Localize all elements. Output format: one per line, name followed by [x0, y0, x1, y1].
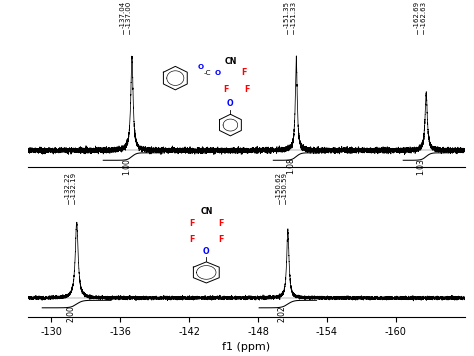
Text: -151.35: -151.35	[284, 1, 290, 28]
Text: 1.00: 1.00	[122, 158, 131, 174]
Text: -137.04: -137.04	[120, 1, 126, 28]
Text: F: F	[189, 235, 195, 244]
Text: -132.22: -132.22	[64, 172, 71, 199]
Text: F: F	[241, 68, 247, 77]
Text: -151.33: -151.33	[291, 1, 296, 28]
Text: -162.69: -162.69	[414, 1, 420, 28]
Text: O: O	[198, 64, 204, 70]
Text: 1.03: 1.03	[416, 158, 425, 174]
Text: 1.08: 1.08	[286, 158, 295, 174]
Text: 2.02: 2.02	[278, 305, 287, 322]
Text: O: O	[227, 99, 234, 108]
Text: -132.19: -132.19	[71, 172, 77, 199]
Text: 2.00: 2.00	[66, 305, 75, 322]
Text: -162.63: -162.63	[420, 1, 426, 28]
Text: -150.59: -150.59	[282, 172, 288, 199]
Text: -137.00: -137.00	[126, 1, 132, 28]
Text: F: F	[244, 85, 249, 94]
Text: O: O	[215, 70, 221, 76]
Text: -150.62: -150.62	[276, 172, 282, 199]
Text: F: F	[218, 235, 223, 244]
Text: F: F	[218, 219, 223, 228]
Text: -C: -C	[204, 70, 211, 76]
Text: F: F	[223, 85, 228, 94]
Text: F: F	[189, 219, 195, 228]
Text: CN: CN	[224, 57, 237, 66]
Text: CN: CN	[200, 207, 212, 216]
X-axis label: f1 (ppm): f1 (ppm)	[222, 342, 271, 352]
Text: O: O	[203, 247, 210, 256]
